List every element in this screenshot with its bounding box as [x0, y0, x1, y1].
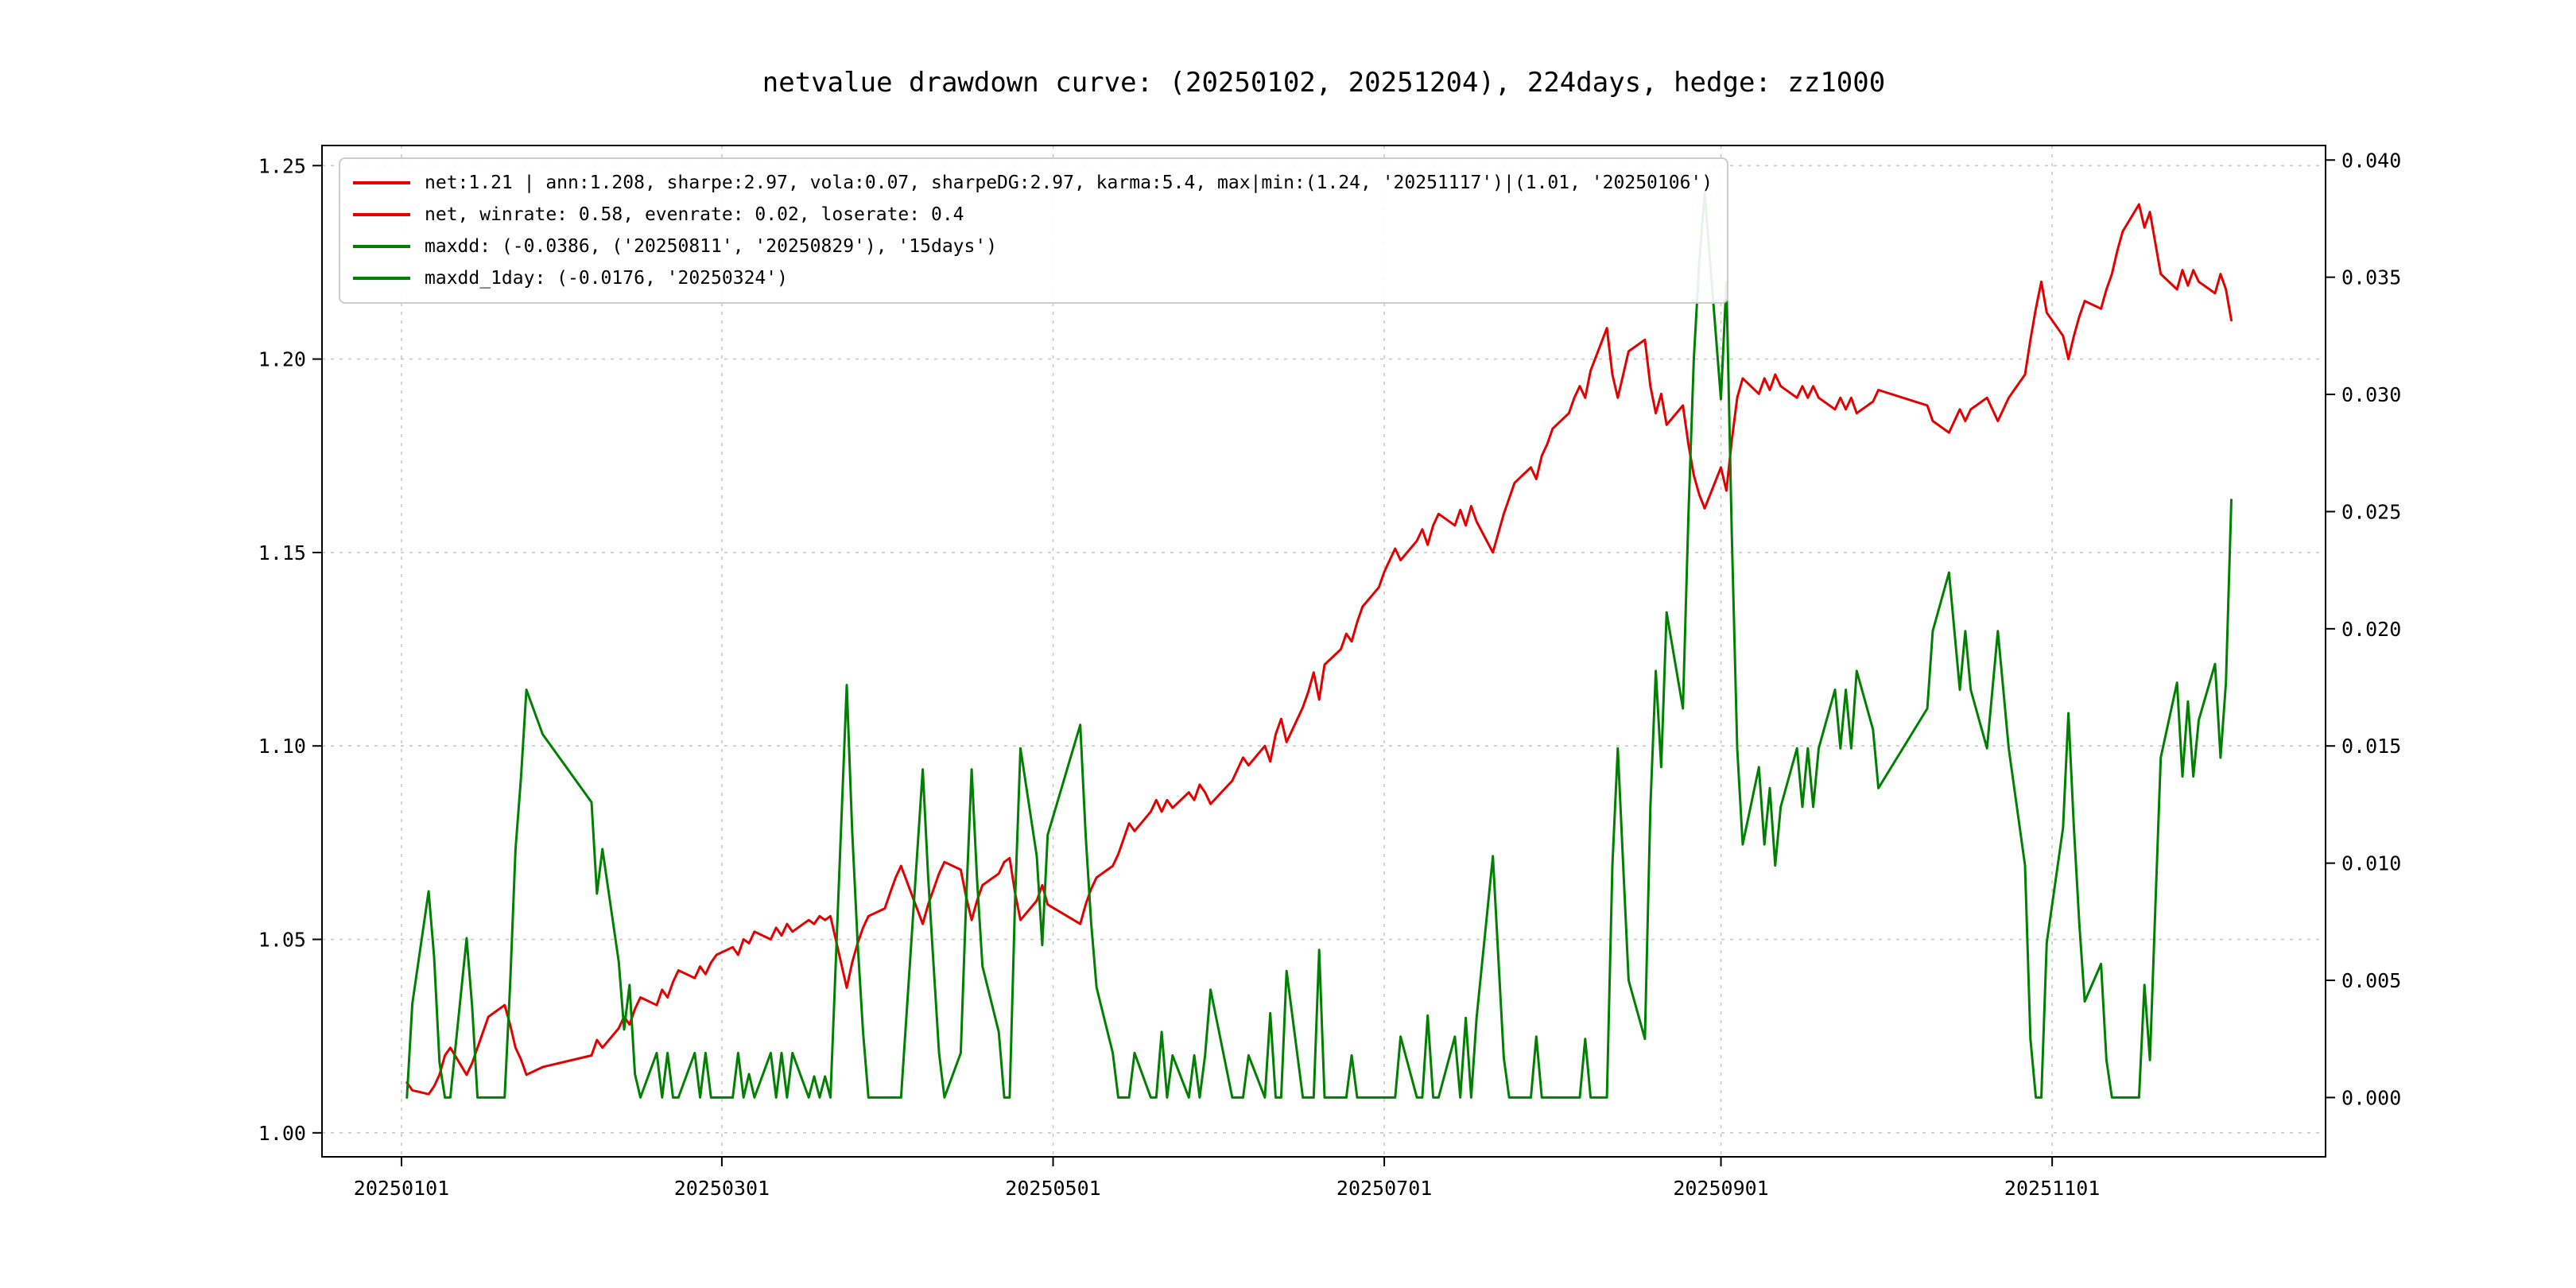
plot-border: [321, 145, 2326, 1158]
y-right-tick-label: 0.030: [2341, 383, 2401, 406]
maxdd-line-sample: [353, 245, 410, 248]
y-right-tick-label: 0.010: [2341, 852, 2401, 875]
chart-title: netvalue drawdown curve: (20250102, 2025…: [762, 67, 1886, 99]
y-right-tick-label: 0.020: [2341, 618, 2401, 641]
axes-frame: [321, 145, 2326, 1158]
legend-item: net:1.21 | ann:1.208, sharpe:2.97, vola:…: [353, 167, 1713, 199]
legend-item-label: maxdd_1day: (-0.0176, '20250324'): [425, 268, 788, 289]
y-left-tick-label: 1.05: [258, 929, 306, 952]
y-right-tick-label: 0.015: [2341, 735, 2401, 758]
x-tick-label: 20250901: [1673, 1177, 1768, 1200]
y-right-tick-label: 0.035: [2341, 266, 2401, 289]
x-tick-label: 20250501: [1005, 1177, 1100, 1200]
y-left-tick-label: 1.20: [258, 348, 306, 371]
x-tick-label: 20251101: [2004, 1177, 2100, 1200]
data-series: [405, 192, 2233, 1099]
y-right-tick-label: 0.000: [2341, 1086, 2401, 1109]
y-right-tick-label: 0.005: [2341, 969, 2401, 992]
legend-item: maxdd_1day: (-0.0176, '20250324'): [353, 262, 1713, 294]
legend: net:1.21 | ann:1.208, sharpe:2.97, vola:…: [339, 157, 1729, 304]
y-left-tick-label: 1.00: [258, 1122, 306, 1145]
legend-item: maxdd: (-0.0386, ('20250811', '20250829'…: [353, 231, 1713, 262]
x-tick-label: 20250701: [1336, 1177, 1432, 1200]
net-line-sample: [353, 181, 410, 184]
net-line: [405, 203, 2233, 1096]
y-left-tick-label: 1.25: [258, 154, 306, 177]
maxdd-1day-line-sample: [353, 277, 410, 280]
net-winrate-line-sample: [353, 213, 410, 216]
maxdd-line: [405, 192, 2233, 1099]
y-right-tick-label: 0.025: [2341, 500, 2401, 523]
legend-item-label: net, winrate: 0.58, evenrate: 0.02, lose…: [425, 204, 964, 225]
y-left-tick-label: 1.15: [258, 541, 306, 564]
legend-item: net, winrate: 0.58, evenrate: 0.02, lose…: [353, 199, 1713, 231]
y-left-tick-label: 1.10: [258, 735, 306, 758]
tick-marks-and-labels: 20250101 20250301 20250501 20250701 20250901…: [258, 149, 2401, 1200]
legend-item-label: maxdd: (-0.0386, ('20250811', '20250829'…: [425, 236, 998, 257]
x-tick-label: 20250301: [674, 1177, 770, 1200]
x-tick-label: 20250101: [354, 1177, 449, 1200]
y-right-tick-label: 0.040: [2341, 149, 2401, 172]
legend-item-label: net:1.21 | ann:1.208, sharpe:2.97, vola:…: [425, 173, 1713, 193]
